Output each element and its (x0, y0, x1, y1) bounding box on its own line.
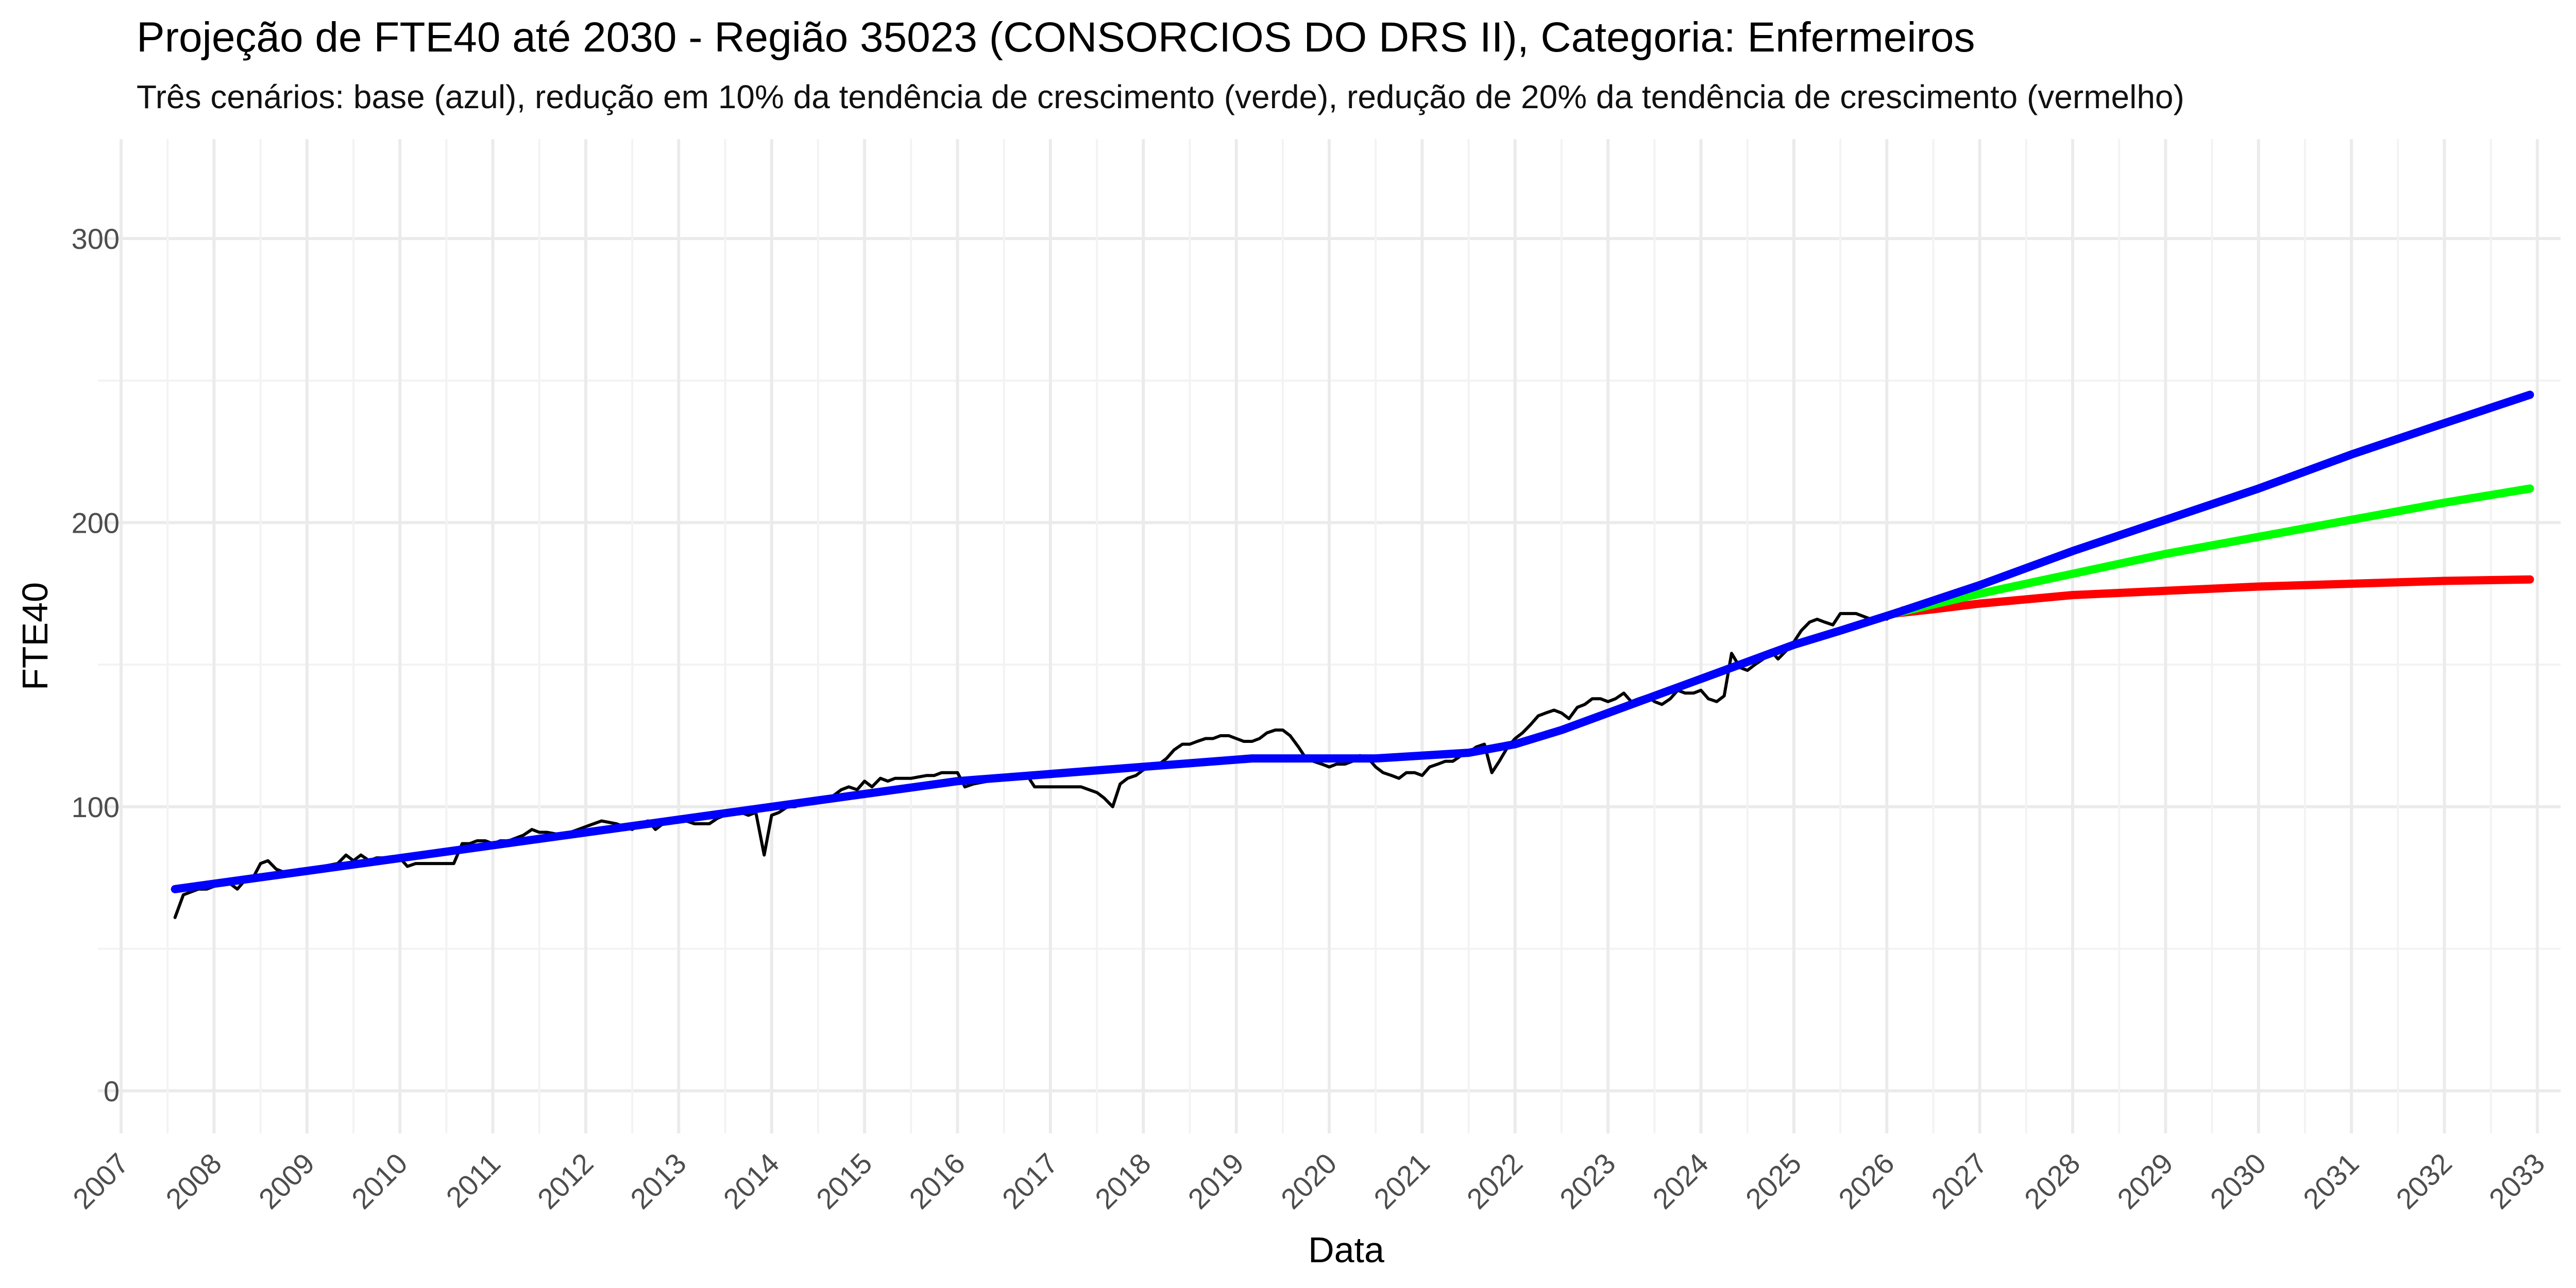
x-axis-title: Data (1308, 1230, 1384, 1270)
y-tick-label: 300 (72, 223, 120, 255)
plot-series (171, 391, 2534, 919)
y-tick-label: 100 (72, 791, 120, 823)
chart-title: Projeção de FTE40 até 2030 - Região 3502… (137, 14, 1975, 61)
y-axis-title: FTE40 (15, 582, 55, 690)
reduction-20-line (1890, 575, 2534, 618)
y-tick-label: 200 (72, 506, 120, 539)
y-axis-ticks: 0 100 200 300 (72, 223, 120, 1107)
reduction-10-line (1890, 484, 2534, 618)
y-tick-label: 0 (104, 1075, 120, 1107)
base-scenario-line (171, 391, 2534, 893)
grid (98, 139, 2561, 1133)
chart-subtitle: Três cenários: base (azul), redução em 1… (137, 78, 2184, 115)
